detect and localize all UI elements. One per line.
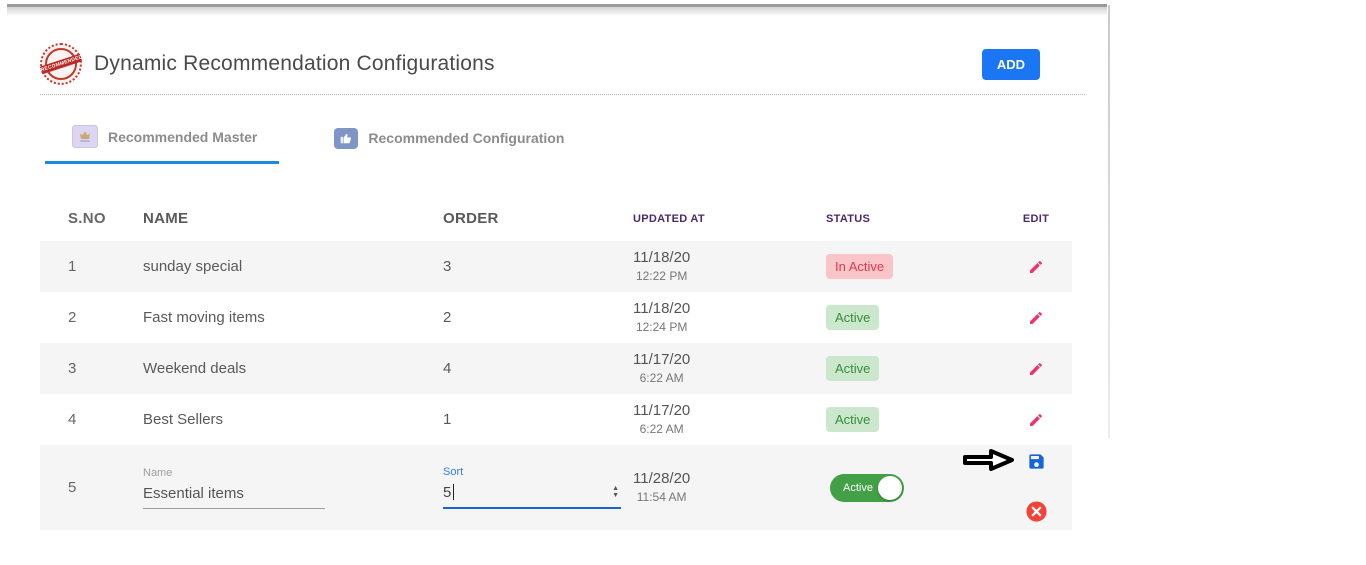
name-cell: Weekend deals [143, 360, 247, 377]
sno-cell: 2 [68, 309, 77, 326]
name-cell: Best Sellers [143, 411, 224, 428]
cancel-button[interactable] [1025, 500, 1048, 523]
edit-pencil-button[interactable] [1028, 310, 1044, 326]
tab-recommended-configuration[interactable]: Recommended Configuration [307, 125, 586, 164]
add-button[interactable]: ADD [981, 48, 1040, 80]
edit-pencil-button[interactable] [1028, 259, 1044, 275]
status-cell: Active [820, 473, 1000, 502]
updated-date: 11/18/20 [633, 248, 691, 266]
toggle-label: Active [843, 481, 873, 494]
status-badge: Active [826, 305, 880, 330]
floppy-disk-icon [1028, 454, 1044, 469]
spinner-up-icon[interactable]: ▲ [612, 485, 619, 492]
column-header-status: STATUS [826, 212, 871, 225]
updated-time: 12:22 PM [635, 268, 688, 283]
pencil-icon [1030, 260, 1043, 273]
status-badge: Active [826, 356, 880, 381]
order-cell: 4 [443, 360, 452, 377]
updated-at-cell: 11/18/20 12:24 PM [625, 300, 820, 336]
table-header-row: S.NO NAME ORDER UPDATED AT STATUS EDIT [40, 196, 1072, 241]
updated-at-cell: 11/18/20 12:22 PM [625, 249, 820, 285]
updated-time: 11:54 AM [636, 489, 687, 504]
page-title: Dynamic Recommendation Configurations [94, 52, 495, 75]
pencil-icon [1030, 413, 1043, 426]
updated-date: 11/17/20 [633, 401, 691, 419]
sort-field-group: Sort ▲ ▼ [443, 466, 621, 509]
updated-time: 6:22 AM [639, 421, 684, 436]
spinner-down-icon[interactable]: ▼ [612, 492, 619, 499]
page-right-edge [1108, 5, 1110, 438]
tab-bar: Recommended Master Recommended Configura… [40, 125, 1085, 164]
table-row-editing: 5 Name Sort ▲ ▼ [40, 445, 1072, 530]
order-cell: 2 [443, 309, 452, 326]
name-cell: Fast moving items [143, 309, 265, 326]
sort-field-label: Sort [443, 466, 464, 478]
edit-pencil-button[interactable] [1028, 361, 1044, 377]
column-header-name: NAME [143, 210, 189, 227]
pencil-icon [1030, 311, 1043, 324]
active-toggle[interactable]: Active [830, 473, 904, 502]
text-cursor [453, 484, 454, 500]
arrow-annotation-icon [962, 448, 1016, 472]
edit-actions [963, 445, 1072, 530]
tab-label: Recommended Configuration [368, 130, 565, 146]
column-header-sno: S.NO [68, 210, 106, 227]
toggle-knob[interactable] [878, 475, 902, 500]
recommended-stamp-icon: RECOMMENDED [39, 43, 83, 85]
table-row: 2 Fast moving items 2 11/18/20 12:24 PM … [40, 292, 1072, 343]
tab-label: Recommended Master [108, 128, 258, 145]
table-row: 1 sunday special 3 11/18/20 12:22 PM In … [40, 241, 1072, 292]
status-cell: In Active [820, 254, 1000, 279]
updated-date: 11/18/20 [633, 299, 691, 317]
order-cell: 1 [443, 411, 452, 428]
name-field-label: Name [143, 466, 173, 479]
updated-time: 12:24 PM [635, 319, 688, 334]
table-row: 3 Weekend deals 4 11/17/20 6:22 AM Activ… [40, 343, 1072, 394]
status-cell: Active [820, 305, 1000, 330]
status-cell: Active [820, 356, 1000, 381]
status-cell: Active [820, 407, 1000, 432]
order-cell: 3 [443, 258, 452, 275]
updated-at-cell: 11/28/20 11:54 AM [625, 470, 820, 506]
main-content: RECOMMENDED Dynamic Recommendation Confi… [39, 40, 1085, 530]
tab-recommended-master[interactable]: Recommended Master [45, 125, 280, 164]
top-navbar-edge [7, 4, 1107, 16]
page-header: RECOMMENDED Dynamic Recommendation Confi… [39, 40, 1085, 88]
edit-pencil-button[interactable] [1028, 412, 1044, 428]
sno-cell: 3 [68, 360, 77, 377]
updated-date: 11/28/20 [633, 469, 691, 487]
table-row: 4 Best Sellers 1 11/17/20 6:22 AM Active [40, 394, 1072, 445]
updated-at-cell: 11/17/20 6:22 AM [625, 402, 820, 438]
column-header-edit: EDIT [1022, 212, 1050, 225]
sno-cell: 5 [68, 479, 77, 496]
status-badge: Active [826, 407, 880, 432]
column-header-order: ORDER [443, 210, 499, 227]
name-input[interactable] [143, 484, 325, 509]
red-circle-x-icon [1025, 501, 1047, 522]
save-button[interactable] [1027, 452, 1046, 471]
name-cell: sunday special [143, 258, 243, 275]
updated-time: 6:22 AM [639, 370, 684, 385]
sno-cell: 4 [68, 411, 77, 428]
number-spinner[interactable]: ▲ ▼ [612, 485, 619, 499]
pencil-icon [1030, 362, 1043, 375]
recommended-master-table: S.NO NAME ORDER UPDATED AT STATUS EDIT 1… [40, 196, 1072, 530]
crown-tray-icon [72, 125, 98, 148]
header-divider [40, 94, 1085, 95]
thumbs-up-icon [334, 127, 359, 149]
updated-at-cell: 11/17/20 6:22 AM [625, 351, 820, 387]
sno-cell: 1 [68, 258, 77, 275]
column-header-updated-at: UPDATED AT [633, 212, 705, 225]
status-badge: In Active [826, 254, 894, 279]
name-field-group: Name [143, 467, 325, 509]
sort-input[interactable] [443, 484, 621, 507]
updated-date: 11/17/20 [633, 350, 691, 368]
